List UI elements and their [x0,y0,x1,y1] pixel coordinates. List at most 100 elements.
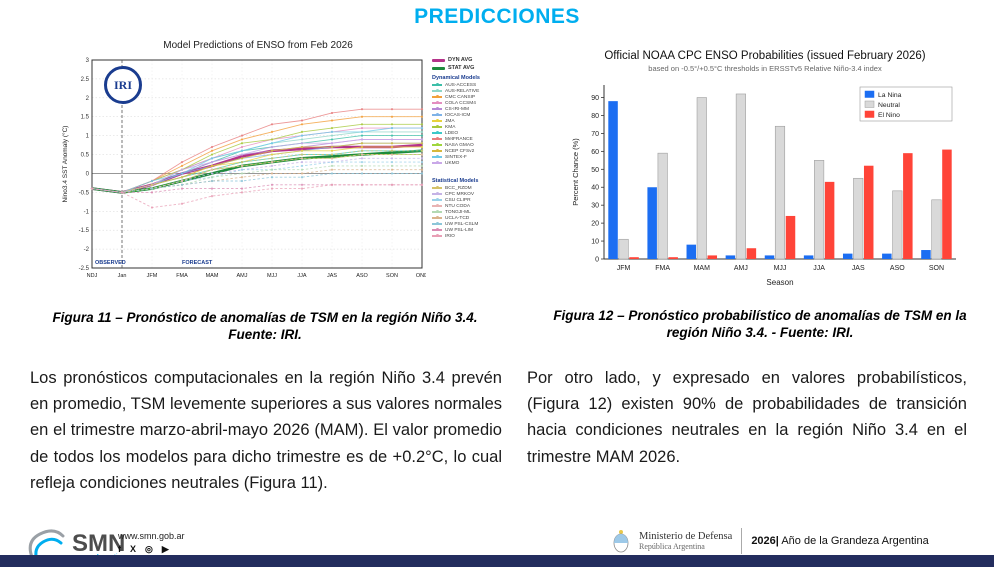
legend-model-entry: AUS-ACCESS [432,82,524,88]
svg-text:-0.5: -0.5 [79,190,90,196]
youtube-icon[interactable]: ▶ [161,544,169,554]
svg-text:JFM: JFM [147,273,158,279]
legend-model-entry: CPC MRKOV [432,191,524,197]
svg-text:MAM: MAM [694,265,711,272]
svg-text:50: 50 [591,167,599,174]
figure12-caption: Figura 12 – Pronóstico probabilístico de… [553,308,967,340]
legend-avg-entry: DYN AVG [432,56,524,64]
svg-text:FMA: FMA [655,265,670,272]
legend-model-entry: AUS-RELATIVE [432,88,524,94]
plume-plot: -2.5 -2 -1.5 -1 -0.5 0 0.5 1 1.5 2 2.5 3 NDJ Jan JFM FM… [61,58,426,279]
legend-model-entry: NTU CODA [432,203,524,209]
svg-text:10: 10 [591,239,599,246]
svg-text:JAS: JAS [852,265,865,272]
slogan-text: Año de la Grandeza Argentina [778,535,929,547]
smn-swirl-icon [28,529,65,562]
svg-text:JFM: JFM [617,265,631,272]
svg-text:NDJ: NDJ [87,273,98,279]
legend-model-entry: CS-IRI-MM [432,106,524,112]
svg-text:-1: -1 [84,209,90,215]
svg-text:MAM: MAM [206,273,219,279]
social-icons: f X ◎ ▶ [118,545,185,554]
svg-text:JJA: JJA [297,273,307,279]
legend-model-entry: CSU CLIPR [432,197,524,203]
legend-model-entry: IRIO [432,233,524,239]
argentina-coat-of-arms-icon [613,530,629,553]
svg-text:80: 80 [591,113,599,120]
ministry-footer: Ministerio de Defensa República Argentin… [612,528,929,554]
svg-text:-2.5: -2.5 [79,266,90,272]
legend-model-entry: NCEP CFSv2 [432,148,524,154]
svg-text:El Nino: El Nino [878,112,900,119]
svg-text:0: 0 [595,257,599,264]
legend-model-entry: MetFRANCE [432,136,524,142]
plume-chart-title: Model Predictions of ENSO from Feb 2026 [163,40,353,51]
svg-text:AMJ: AMJ [734,265,748,272]
svg-text:0: 0 [86,171,90,177]
svg-text:Nino3.4 SST Anomaly (°C): Nino3.4 SST Anomaly (°C) [61,126,69,203]
svg-text:1: 1 [86,134,90,140]
figure11-caption: Figura 11 – Pronóstico de anomalías de T… [52,310,478,342]
slogan-year: 2026| [751,535,779,547]
svg-text:JAS: JAS [327,273,337,279]
right-paragraph: Por otro lado, y expresado en valores pr… [527,368,967,466]
ministry-name: Ministerio de Defensa [639,531,733,542]
facebook-icon[interactable]: f [118,544,121,554]
x-icon[interactable]: X [130,544,137,554]
legend-model-entry: UW PSL-LIM [432,227,524,233]
bar-chart-subtitle: based on -0.5°/+0.5°C thresholds in ERSS… [648,64,882,73]
iri-logo-text: IRI [113,77,132,92]
svg-text:JJA: JJA [813,265,825,272]
svg-text:1.5: 1.5 [81,115,90,121]
svg-text:Percent Chance (%): Percent Chance (%) [571,138,580,206]
svg-text:Jan: Jan [118,273,127,279]
footer-slogan: 2026| Año de la Grandeza Argentina [751,535,928,547]
bar-plot: 0 10 20 30 40 50 60 70 80 90 JFM FMA MAM AMJ MJJ JJA JAS… [571,85,956,287]
smn-links: www.smn.gob.ar f X ◎ ▶ [118,531,185,554]
svg-text:FMA: FMA [176,273,188,279]
svg-text:Neutral: Neutral [878,102,900,109]
legend-model-entry: SINTEX-F [432,154,524,160]
svg-text:-1.5: -1.5 [79,228,90,234]
svg-text:SON: SON [929,265,944,272]
legend-model-entry: LDEO [432,130,524,136]
legend-model-entry: BCC_RZDM [432,185,524,191]
legend-group-header: Statistical Models [432,178,479,184]
svg-text:0.5: 0.5 [81,153,90,159]
smn-website-link[interactable]: www.smn.gob.ar [118,531,185,541]
svg-text:30: 30 [591,203,599,210]
legend-avg-entry: STAT AVG [432,64,524,72]
legend-model-entry: IOCAS-ICM [432,112,524,118]
enso-plume-chart: Model Predictions of ENSO from Feb 2026 … [58,40,524,302]
legend-model-entry: COLA CCSM4 [432,100,524,106]
legend-model-entry: NASA GMAO [432,142,524,148]
legend-model-entry: UW PSL-CSLM [432,221,524,227]
svg-text:2: 2 [86,96,90,102]
svg-text:3: 3 [86,58,90,64]
svg-text:ASO: ASO [356,273,368,279]
svg-text:SON: SON [386,273,398,279]
smn-wordmark: SMN [72,529,126,557]
svg-text:OND: OND [416,273,426,279]
svg-text:-2: -2 [84,247,90,253]
bar-chart-title: Official NOAA CPC ENSO Probabilities (is… [604,50,926,62]
enso-probabilities-chart: Official NOAA CPC ENSO Probabilities (is… [563,50,967,304]
plume-legend: DYN AVG STAT AVG Dynamical Models AUS-ACCES… [432,56,524,239]
instagram-icon[interactable]: ◎ [145,544,153,554]
svg-text:70: 70 [591,131,599,138]
legend-model-entry: JMA [432,118,524,124]
svg-text:90: 90 [591,95,599,102]
ministry-subtitle: República Argentina [639,542,705,551]
svg-text:La Nina: La Nina [878,92,902,99]
bottom-bar [0,555,994,567]
legend-model-entry: UKMO [432,160,524,166]
svg-text:20: 20 [591,221,599,228]
svg-text:2.5: 2.5 [81,77,90,83]
svg-text:OBSERVED: OBSERVED [95,260,126,266]
svg-text:MJJ: MJJ [774,265,787,272]
legend-model-entry: TONGJI-ML [432,209,524,215]
svg-text:FORECAST: FORECAST [182,260,213,266]
legend-model-entry: UCLA-TCD [432,215,524,221]
page-title: PREDICCIONES [414,5,580,28]
